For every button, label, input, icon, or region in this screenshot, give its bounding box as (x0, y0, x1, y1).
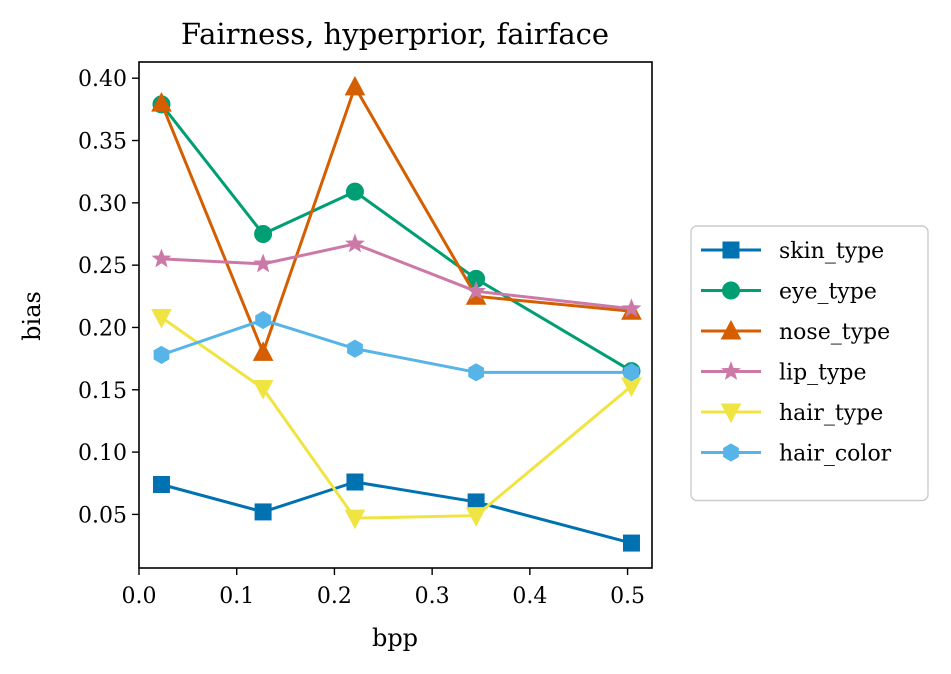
legend-item-skin_type: skin_type (701, 239, 884, 264)
axis-ticks: 0.0 0.1 0.2 0.3 0.4 0.5 0.05 0.10 0.15 0.20 0.25 0.… (78, 67, 645, 609)
legend-label: eye_type (779, 280, 877, 305)
chart-title: Fairness, hyperprior, fairface (181, 17, 609, 51)
data-point-hair_type (465, 507, 487, 527)
legend: skin_type eye_type nose_type lip_type hair_t… (690, 225, 929, 502)
data-point-hair_color (153, 345, 170, 364)
legend-marker-hair_type (720, 403, 742, 424)
series-line-skin_type (161, 480, 632, 545)
plot-frame (138, 61, 653, 569)
data-point-hair_type (151, 308, 172, 329)
data-point-nose_type (252, 341, 274, 361)
legend-item-hair_color: hair_color (701, 442, 892, 467)
legend-label: hair_color (779, 442, 892, 467)
data-point-eye_type (345, 182, 364, 201)
data-point-skin_type (622, 534, 640, 552)
legend-item-nose_type: nose_type (701, 319, 890, 345)
data-point-lip_type (253, 253, 274, 273)
x-tick-label: 0.3 (415, 584, 450, 609)
data-point-lip_type (621, 298, 642, 318)
legend-item-hair_type: hair_type (701, 401, 883, 426)
y-tick-label: 0.25 (78, 254, 127, 279)
x-tick-label: 0.2 (317, 584, 352, 609)
y-tick-label: 0.15 (78, 379, 127, 404)
x-tick-label: 0.1 (219, 584, 254, 609)
data-point-nose_type (151, 92, 172, 112)
data-point-hair_color (347, 339, 363, 358)
data-point-hair_color (468, 363, 484, 382)
y-tick-label: 0.35 (78, 130, 127, 155)
legend-item-lip_type: lip_type (701, 361, 867, 386)
data-point-nose_type (344, 75, 366, 96)
plot-area (151, 75, 642, 552)
y-tick-label: 0.10 (78, 441, 127, 466)
data-point-skin_type (254, 503, 272, 521)
x-axis-label: bpp (372, 624, 418, 652)
legend-label: nose_type (779, 320, 890, 345)
y-tick-label: 0.20 (78, 316, 127, 341)
legend-marker-eye_type (722, 281, 740, 300)
series-hair_color (153, 310, 640, 382)
data-point-lip_type (151, 248, 172, 268)
series-hair_type (151, 308, 642, 530)
legend-marker-hair_color (723, 443, 739, 462)
data-point-lip_type (466, 280, 487, 300)
data-point-lip_type (345, 233, 365, 253)
legend-marker-lip_type (721, 361, 741, 380)
y-tick-label: 0.40 (78, 67, 127, 92)
series-lip_type (151, 233, 642, 318)
data-point-skin_type (346, 473, 364, 491)
data-point-eye_type (254, 224, 273, 243)
legend-item-eye_type: eye_type (701, 280, 877, 305)
series-line-nose_type (160, 85, 632, 354)
y-tick-label: 0.05 (78, 503, 127, 528)
series-nose_type (151, 75, 642, 361)
legend-box (690, 225, 929, 502)
data-point-skin_type (152, 475, 170, 493)
legend-label: hair_type (779, 401, 883, 426)
legend-label: lip_type (779, 361, 867, 386)
legend-label: skin_type (779, 239, 884, 264)
data-point-hair_color (255, 310, 271, 330)
series-eye_type (152, 95, 641, 381)
data-point-hair_type (252, 380, 274, 400)
legend-marker-nose_type (720, 319, 742, 340)
data-point-hair_color (623, 363, 640, 382)
x-tick-label: 0.5 (610, 584, 645, 609)
legend-marker-skin_type (722, 241, 740, 259)
y-axis-label: bias (18, 291, 46, 341)
data-point-hair_type (344, 509, 366, 530)
x-tick-label: 0.4 (512, 584, 547, 609)
series-skin_type (152, 473, 640, 552)
x-tick-label: 0.0 (122, 584, 157, 609)
y-tick-label: 0.30 (78, 192, 127, 217)
